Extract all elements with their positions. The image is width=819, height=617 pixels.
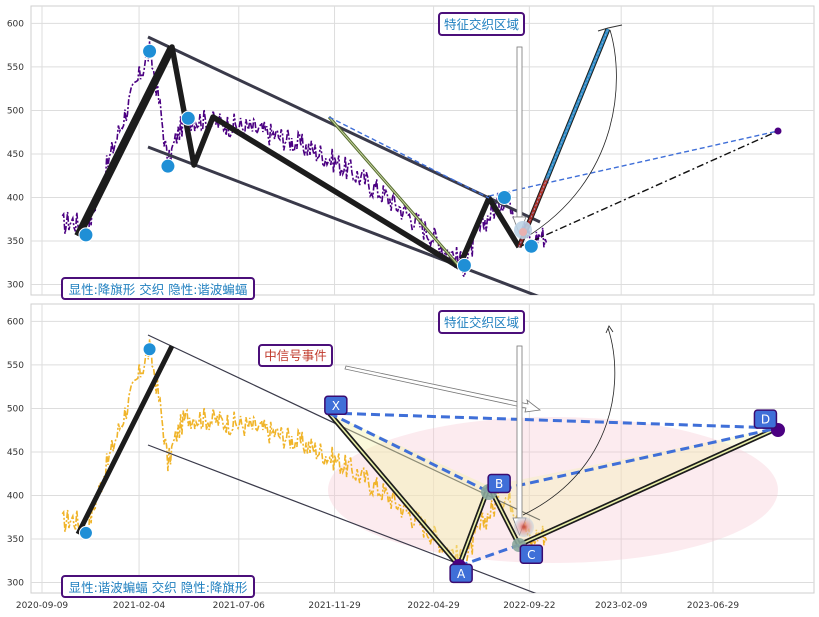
top-pattern-annotation-text: 显性:降旗形 交织 隐性:谐波蝙蝠 <box>69 282 248 297</box>
bottom-down-arrow-shaft <box>516 345 523 519</box>
bottom-first-leg <box>75 344 175 536</box>
curved-arrow-top <box>524 29 617 239</box>
top-y-tick-labels: 300 350 400 450 500 550 600 <box>7 19 24 290</box>
y-tick-label: 300 <box>7 579 24 589</box>
pivot-marker <box>160 158 176 174</box>
signal-event-annotation: 中信号事件 <box>258 344 333 367</box>
x-tick-label: 2023-06-29 <box>687 601 740 611</box>
x-tick-label: 2021-11-29 <box>308 601 361 611</box>
top-down-arrow-shaft <box>516 46 523 218</box>
lower-channel-thin <box>147 444 537 593</box>
bottom-pattern-overlay <box>75 325 785 593</box>
harmonic-label-text: X <box>332 399 340 413</box>
x-tick-label: 2023-02-09 <box>595 601 648 611</box>
y-tick-label: 500 <box>7 106 24 116</box>
signal-event-annotation-text: 中信号事件 <box>264 348 327 363</box>
curved-arrow-bottom <box>522 327 616 516</box>
x-tick-label: 2022-09-22 <box>503 601 555 611</box>
top-signal-core <box>519 228 527 236</box>
x-tick-label: 2021-07-06 <box>213 601 266 611</box>
y-tick-label: 400 <box>7 194 24 204</box>
harmonic-label-text: B <box>495 477 503 491</box>
first-leg <box>74 45 176 238</box>
top-zone-annotation: 特征交织区域 <box>438 12 525 36</box>
y-tick-label: 400 <box>7 492 24 502</box>
top-pivot-markers <box>78 43 539 273</box>
top-zone-annotation-text: 特征交织区域 <box>444 17 519 32</box>
harmonic-label-a: A <box>449 563 473 584</box>
harmonic-label-text: C <box>527 548 535 562</box>
bottom-pivot-markers <box>78 342 157 540</box>
pivot-marker <box>456 257 472 273</box>
y-tick-label: 450 <box>7 448 24 458</box>
harmonic-label-b: B <box>487 473 511 494</box>
xab-triangle <box>329 413 489 566</box>
price-line <box>61 339 548 577</box>
bottom-y-tick-labels: 300 350 400 450 500 550 600 <box>7 317 24 588</box>
harmonic-label-text: A <box>457 567 466 581</box>
pivot-marker <box>78 227 94 243</box>
bottom-signal-blob <box>514 517 534 537</box>
harmonic-label-x: X <box>324 395 348 416</box>
top-d-point <box>774 127 782 135</box>
bcd-triangle <box>489 428 778 545</box>
x-tick-label: 2022-04-29 <box>407 601 460 611</box>
y-tick-label: 300 <box>7 281 24 291</box>
y-tick-label: 600 <box>7 19 24 29</box>
pivot-marker <box>142 43 158 59</box>
pivot-marker <box>523 238 539 254</box>
cd-dashdot <box>518 130 779 248</box>
bd-dashed <box>488 130 779 197</box>
ac-ratio-line <box>458 543 520 568</box>
bd-ratio-line <box>488 426 779 494</box>
y-tick-label: 600 <box>7 317 24 327</box>
ray-tip-mark <box>597 24 623 32</box>
bottom-zone-annotation: 特征交织区域 <box>438 310 525 334</box>
projection-ray-dots <box>518 28 609 248</box>
pivot-marker <box>142 342 157 357</box>
pivot-marker <box>180 110 196 126</box>
y-tick-label: 500 <box>7 404 24 414</box>
xd-ratio-line <box>328 411 779 430</box>
harmonic-label-c: C <box>519 544 544 565</box>
y-tick-label: 350 <box>7 237 24 247</box>
xb-dashed <box>328 116 490 199</box>
harmonic-label-text: D <box>761 413 770 427</box>
curved-arrow-tip <box>605 325 614 334</box>
pivot-marker <box>78 525 93 540</box>
pivot-marker <box>496 190 512 206</box>
lower-channel-line <box>147 145 539 295</box>
bottom-pattern-annotation: 显性:谐波蝙蝠 交织 隐性:降旗形 <box>61 575 255 598</box>
x-tick-label: 2020-09-09 <box>16 601 69 611</box>
y-tick-label: 350 <box>7 535 24 545</box>
bottom-price-series <box>61 339 548 577</box>
bottom-zone-annotation-text: 特征交织区域 <box>444 315 519 330</box>
xb-ratio-line <box>328 411 490 494</box>
y-tick-label: 450 <box>7 150 24 160</box>
x-tick-labels: 2020-09-09 2021-02-04 2021-07-06 2021-11-29… <box>16 601 740 611</box>
harmonic-point-labels: X A B C D <box>324 395 778 584</box>
xa-leg-highlight <box>328 116 460 267</box>
interleave-zone-ellipse <box>328 417 778 563</box>
signal-event-arrow <box>344 365 542 413</box>
top-pattern-annotation: 显性:降旗形 交织 隐性:谐波蝙蝠 <box>61 277 255 300</box>
y-tick-label: 550 <box>7 63 24 73</box>
x-tick-label: 2021-02-04 <box>113 601 166 611</box>
top-pattern-overlay <box>74 24 782 295</box>
bottom-pattern-annotation-text: 显性:谐波蝙蝠 交织 隐性:降旗形 <box>69 580 248 595</box>
y-tick-label: 550 <box>7 361 24 371</box>
harmonic-label-d: D <box>753 409 778 429</box>
